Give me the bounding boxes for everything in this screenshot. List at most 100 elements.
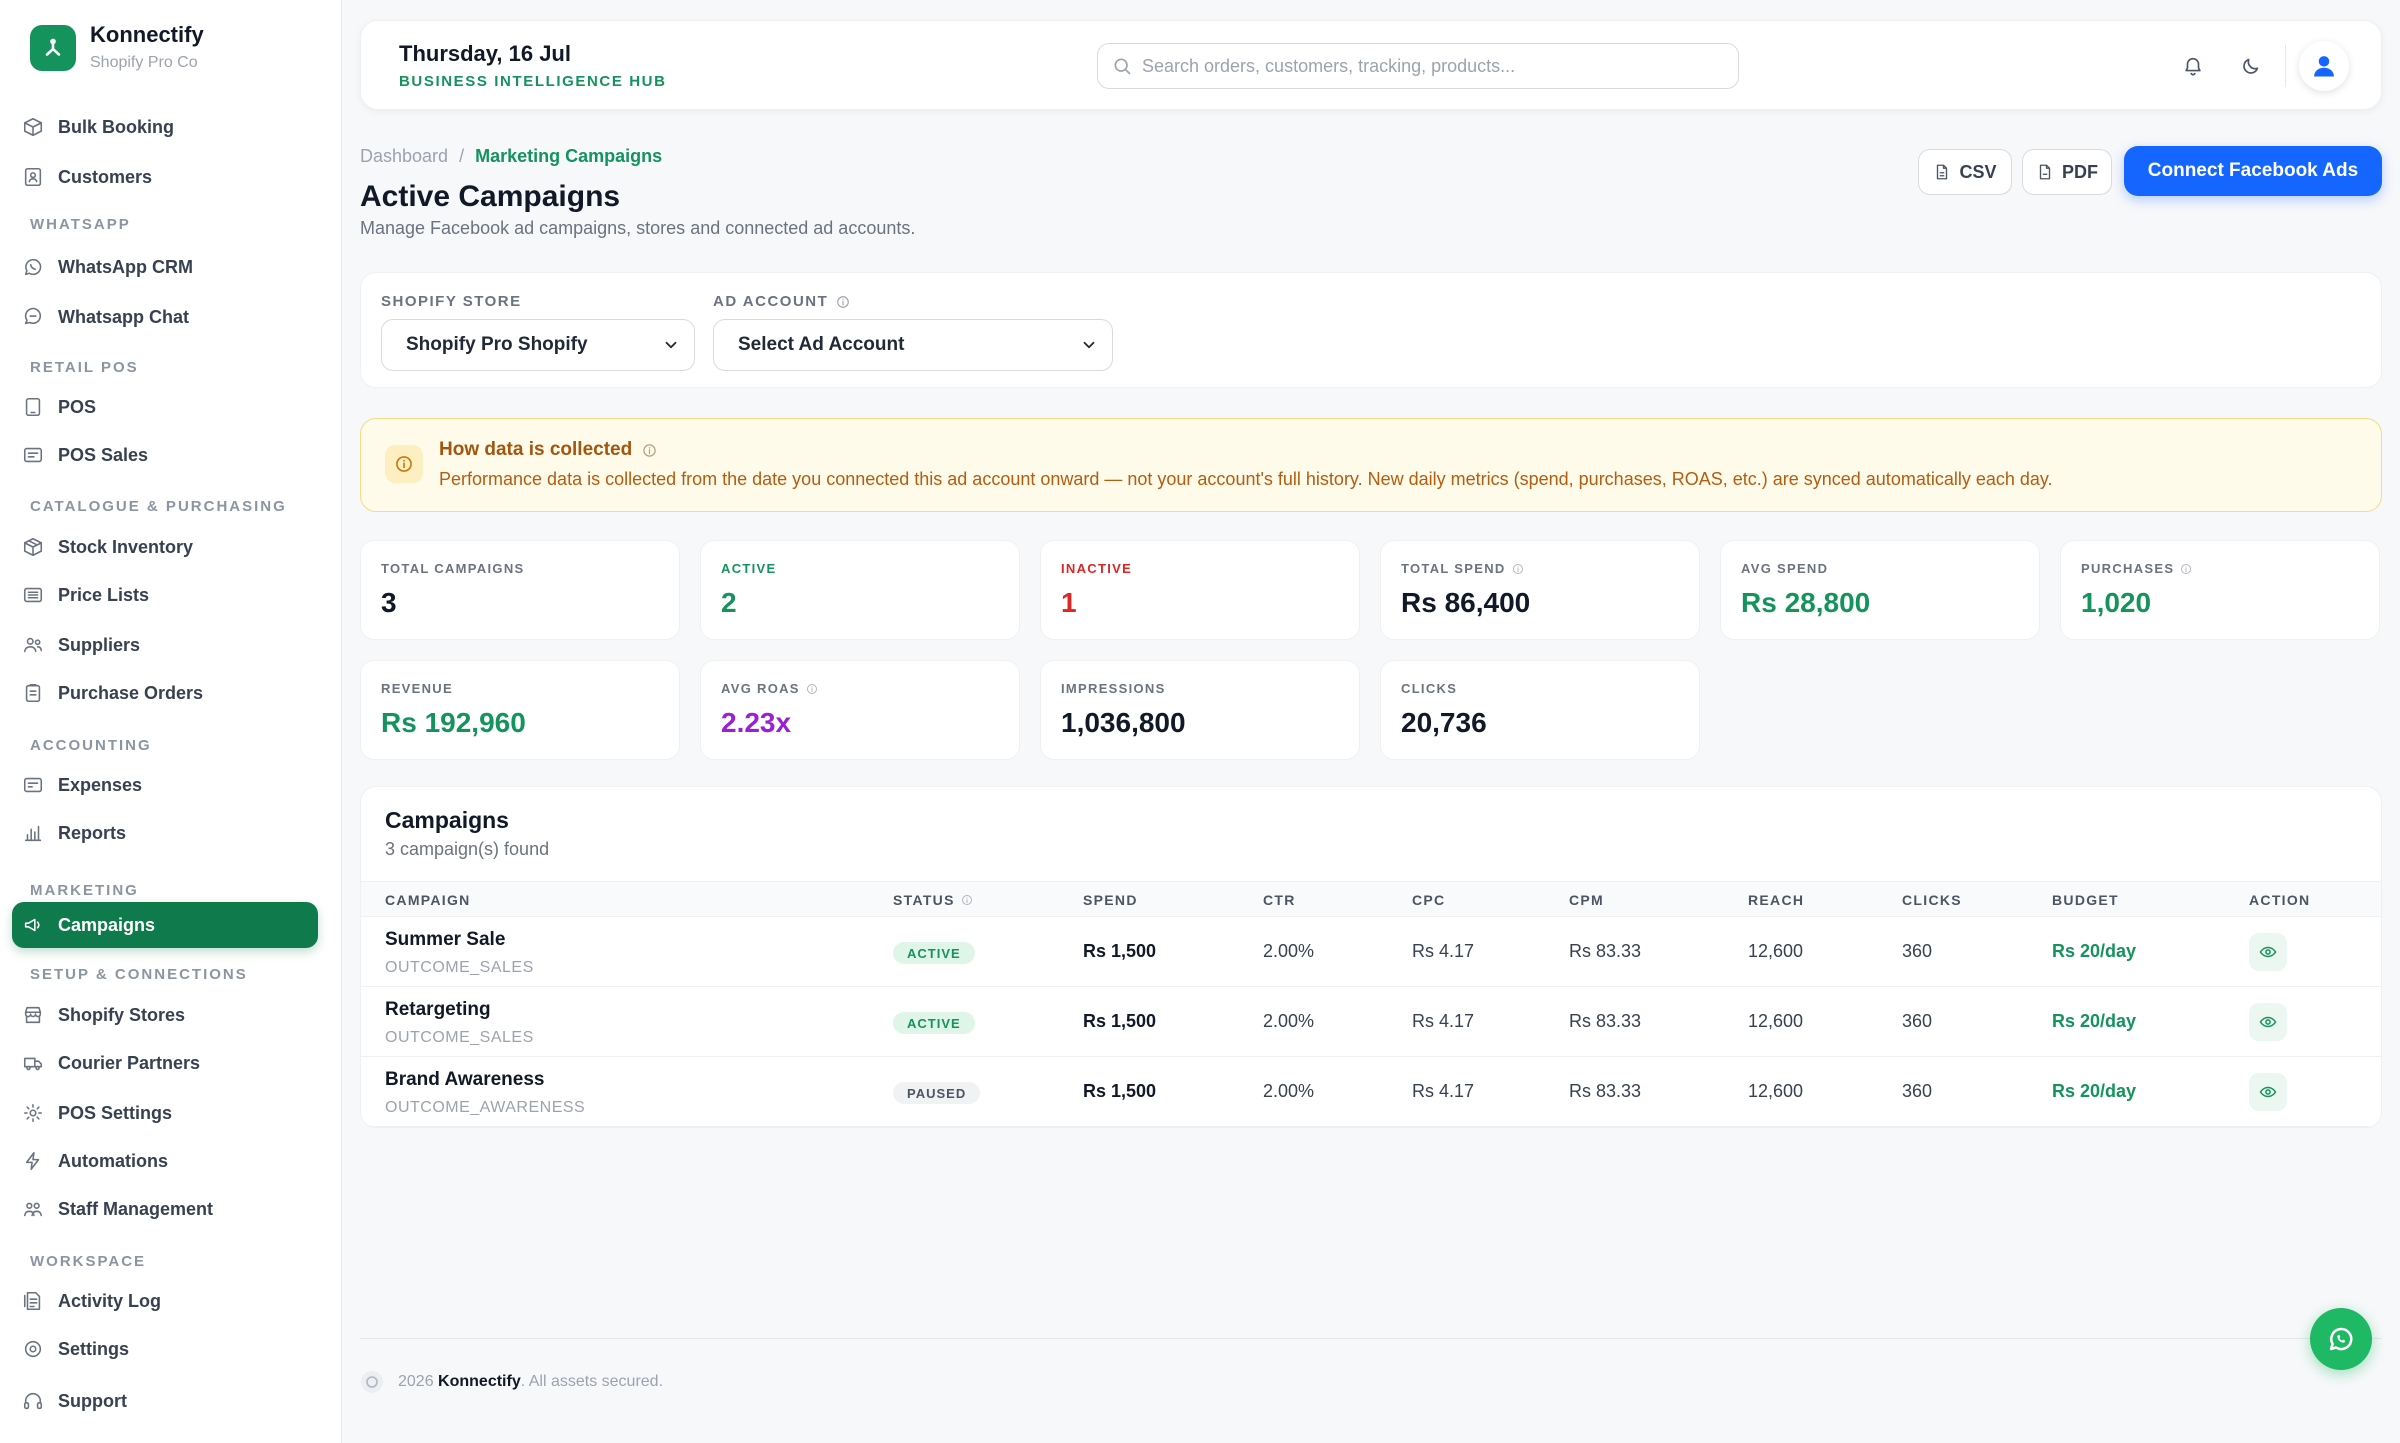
sidebar-item-suppliers[interactable]: Suppliers [12,622,318,668]
top-bar: Thursday, 16 Jul BUSINESS INTELLIGENCE H… [360,20,2382,110]
export-pdf-button[interactable]: PDF [2022,149,2112,195]
column-header-campaign: CAMPAIGN [385,892,471,908]
campaign-name[interactable]: Brand Awareness [385,1069,545,1090]
receipt-icon [22,444,58,466]
info-icon[interactable] [632,443,657,458]
stat-value: 20,736 [1401,707,1487,738]
sidebar-item-pos-settings[interactable]: POS Settings [12,1090,318,1136]
nav-section-catalogue-purchasing: CATALOGUE & PURCHASING [30,498,287,515]
clicks-cell: 360 [1902,1011,1933,1031]
cpc-cell: Rs 4.17 [1412,1081,1475,1101]
sidebar-item-support[interactable]: Support [12,1378,318,1424]
connect-facebook-ads-button[interactable]: Connect Facebook Ads [2124,146,2382,196]
store-icon [22,1004,58,1026]
bell-icon[interactable] [2173,46,2213,86]
footer: 2026 Konnectify . All assets secured. [360,1370,663,1394]
info-icon[interactable] [800,683,818,695]
stat-label: ACTIVE [721,561,777,576]
sidebar-item-label: Settings [58,1338,130,1359]
stat-card-purchases: PURCHASES 1,020 [2060,540,2380,640]
sidebar-item-bulk-booking[interactable]: Bulk Booking [12,104,318,150]
sidebar-item-settings[interactable]: Settings [12,1326,318,1372]
sidebar-item-price-lists[interactable]: Price Lists [12,572,318,618]
sidebar-item-label: Price Lists [58,584,150,605]
sidebar-item-shopify-stores[interactable]: Shopify Stores [12,992,318,1038]
campaign-name[interactable]: Summer Sale [385,929,506,950]
cpc-cell: Rs 4.17 [1412,941,1475,961]
sidebar-item-purchase-orders[interactable]: Purchase Orders [12,670,318,716]
breadcrumb-current: Marketing Campaigns [475,146,663,166]
eye-icon [2259,1013,2277,1031]
stat-label: CLICKS [1401,681,1458,696]
spend-cell: Rs 1,500 [1083,941,1157,961]
sidebar-item-pos-sales[interactable]: POS Sales [12,432,318,478]
budget-cell: Rs 20/day [2052,1081,2137,1101]
info-icon[interactable] [1506,563,1524,575]
sidebar-item-label: Support [58,1390,127,1411]
view-campaign-button[interactable] [2249,1003,2287,1041]
column-header-action: ACTION [2249,892,2311,908]
cpc-cell: Rs 4.17 [1412,1011,1475,1031]
nav-section-workspace: WORKSPACE [30,1253,147,1270]
sidebar-item-whatsapp-crm[interactable]: WhatsApp CRM [12,244,318,290]
info-icon[interactable] [828,295,850,309]
view-campaign-button[interactable] [2249,1073,2287,1111]
sidebar-item-label: Stock Inventory [58,536,194,557]
sidebar-item-whatsapp-chat[interactable]: Whatsapp Chat [12,294,318,340]
stat-value: 2.23x [721,707,792,738]
chat-bubble-icon [22,306,58,328]
sidebar-item-expenses[interactable]: Expenses [12,762,318,808]
stat-value: Rs 86,400 [1401,587,1531,618]
file-pdf-icon [2036,163,2062,181]
stat-card-inactive: INACTIVE 1 [1040,540,1360,640]
spend-cell: Rs 1,500 [1083,1081,1157,1101]
nav-section-setup-connections: SETUP & CONNECTIONS [30,966,248,983]
csv-label: CSV [1959,161,1997,182]
sidebar-item-stock-inventory[interactable]: Stock Inventory [12,524,318,570]
table-row[interactable]: Brand Awareness OUTCOME_AWARENESS PAUSED Rs… [361,1057,2381,1127]
view-campaign-button[interactable] [2249,933,2287,971]
info-icon[interactable] [955,894,973,906]
sidebar-item-staff-management[interactable]: Staff Management [12,1186,318,1232]
search-input[interactable]: Search orders, customers, tracking, prod… [1097,43,1739,89]
sidebar-item-courier-partners[interactable]: Courier Partners [12,1040,318,1086]
shopify-store-select[interactable]: Shopify Pro Shopify [381,319,695,371]
cpm-cell: Rs 83.33 [1569,941,1642,961]
stat-value: 1 [1061,587,1077,618]
stat-card-total-campaigns: TOTAL CAMPAIGNS 3 [360,540,680,640]
brand[interactable]: Konnectify Shopify Pro Co [30,22,204,74]
info-icon[interactable] [2174,563,2192,575]
stat-card-impressions: IMPRESSIONS 1,036,800 [1040,660,1360,760]
page-title: Active Campaigns [360,180,621,213]
data-collection-notice: How data is collected Performance data i… [360,418,2382,512]
tablet-icon [22,396,58,418]
whatsapp-chat-button[interactable] [2310,1308,2372,1370]
sidebar-item-label: Suppliers [58,634,141,655]
budget-cell: Rs 20/day [2052,941,2137,961]
shopify-store-label: SHOPIFY STORE [381,293,522,310]
avatar[interactable] [2299,41,2349,91]
sidebar-item-customers[interactable]: Customers [12,154,318,200]
breadcrumb-root[interactable]: Dashboard [360,146,449,166]
moon-icon[interactable] [2231,46,2271,86]
campaign-name[interactable]: Retargeting [385,999,491,1020]
sidebar-item-reports[interactable]: Reports [12,810,318,856]
sidebar-item-automations[interactable]: Automations [12,1138,318,1184]
sidebar-item-campaigns[interactable]: Campaigns [12,902,318,948]
table-row[interactable]: Summer Sale OUTCOME_SALES ACTIVE Rs 1,500 2.… [361,917,2381,987]
export-csv-button[interactable]: CSV [1918,149,2012,195]
column-header-ctr: CTR [1263,892,1296,908]
sidebar-item-activity-log[interactable]: Activity Log [12,1278,318,1324]
stat-label: PURCHASES [2081,561,2192,576]
column-header-cpc: CPC [1412,892,1446,908]
campaign-objective: OUTCOME_SALES [385,959,534,976]
table-row[interactable]: Retargeting OUTCOME_SALES ACTIVE Rs 1,500 2.… [361,987,2381,1057]
sidebar-item-pos[interactable]: POS [12,384,318,430]
sidebar-item-label: Customers [58,166,153,187]
budget-cell: Rs 20/day [2052,1011,2137,1031]
bolt-icon [22,1150,58,1172]
stat-value: Rs 28,800 [1741,587,1871,618]
header-divider [2285,45,2286,87]
shopify-store-value: Shopify Pro Shopify [406,334,588,355]
ad-account-select[interactable]: Select Ad Account [713,319,1113,371]
